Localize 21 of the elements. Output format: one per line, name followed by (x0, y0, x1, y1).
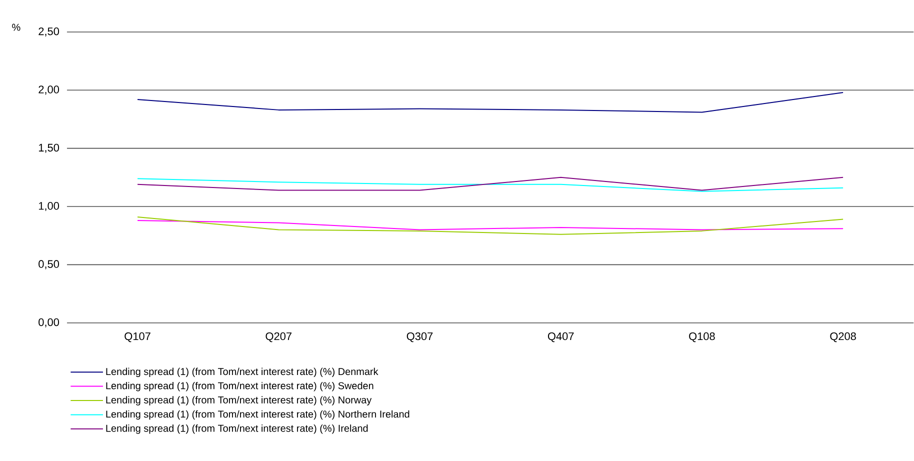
legend-label: Lending spread (1) (from Tom/next interest rate) (%) Northern Ireland (106, 410, 410, 420)
x-tick-label: Q307 (406, 332, 433, 342)
legend-label: Lending spread (1) (from Tom/next interest rate) (%) Norway (106, 396, 372, 406)
y-tick-label: 2,50 (38, 28, 60, 37)
x-tick-label: Q207 (266, 332, 292, 342)
legend-label: Lending spread (1) (from Tom/next interest rate) (%) Denmark (106, 368, 378, 378)
y-tick-label: 0,50 (38, 260, 60, 270)
y-axis-title: % (12, 24, 20, 31)
x-tick-label: Q407 (548, 332, 574, 342)
line-series (137, 220, 844, 230)
legend-label: Lending spread (1) (from Tom/next interest rate) (%) Sweden (106, 382, 374, 392)
y-tick-label: 2,00 (38, 86, 60, 95)
y-tick-label: 1,50 (38, 144, 60, 153)
legend-label: Lending spread (1) (from Tom/next interest rate) (%) Ireland (106, 424, 368, 434)
y-tick-label: 0,00 (38, 318, 60, 328)
x-tick-label: Q208 (830, 332, 856, 342)
line-series (137, 92, 844, 113)
line-series (137, 216, 844, 236)
x-tick-label: Q107 (124, 332, 150, 342)
x-tick-label: Q108 (689, 332, 715, 342)
y-tick-label: 1,00 (38, 202, 60, 212)
